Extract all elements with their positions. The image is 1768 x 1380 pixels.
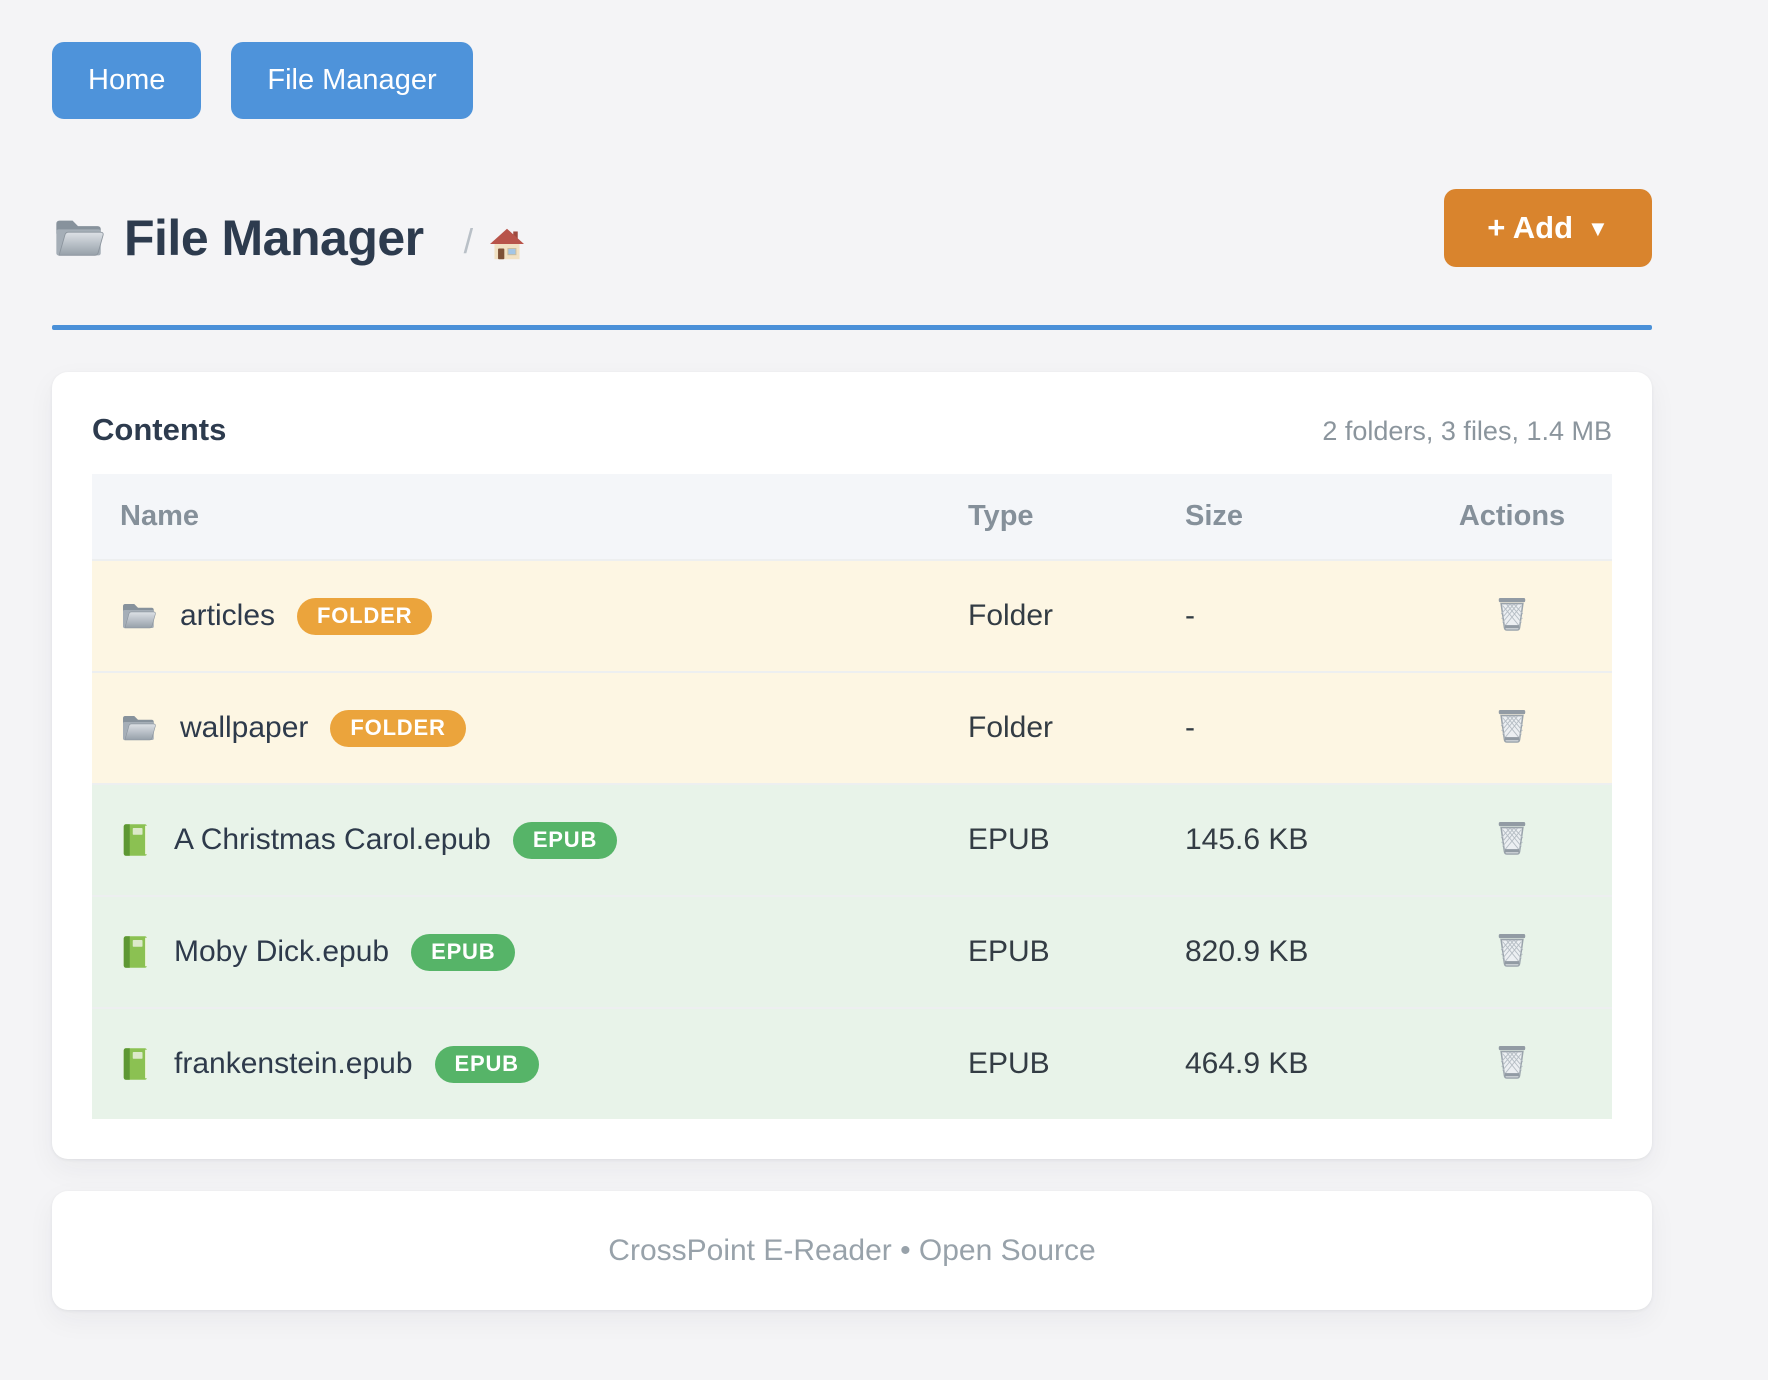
table-row: wallpaper FOLDER Folder -	[92, 671, 1612, 783]
type-cell: Folder	[968, 599, 1054, 632]
size-cell: -	[1185, 599, 1195, 632]
type-cell: Folder	[968, 711, 1054, 744]
file-name[interactable]: A Christmas Carol.epub	[174, 823, 491, 856]
folder-badge: FOLDER	[297, 597, 433, 635]
contents-card: Contents 2 folders, 3 files, 1.4 MB Name…	[52, 372, 1652, 1159]
table-row: articles FOLDER Folder -	[92, 559, 1612, 671]
file-name[interactable]: wallpaper	[180, 711, 309, 744]
footer-card: CrossPoint E-Reader • Open Source	[52, 1191, 1652, 1310]
epub-badge: EPUB	[434, 1045, 539, 1083]
folder-icon	[52, 215, 104, 261]
file-name[interactable]: articles	[180, 599, 276, 632]
book-icon	[120, 822, 150, 858]
breadcrumb-separator: /	[463, 222, 474, 261]
type-cell: EPUB	[968, 1047, 1050, 1080]
size-cell: 145.6 KB	[1185, 823, 1309, 856]
type-cell: EPUB	[968, 935, 1050, 968]
folder-icon	[120, 600, 156, 632]
house-icon[interactable]	[489, 227, 525, 261]
add-button[interactable]: + Add ▼	[1444, 189, 1652, 267]
epub-badge: EPUB	[411, 933, 516, 971]
size-cell: 464.9 KB	[1185, 1047, 1309, 1080]
folder-badge: FOLDER	[330, 709, 466, 747]
contents-summary: 2 folders, 3 files, 1.4 MB	[1322, 416, 1612, 446]
file-name[interactable]: frankenstein.epub	[174, 1047, 413, 1080]
table-row: A Christmas Carol.epub EPUB EPUB 145.6 K…	[92, 783, 1612, 895]
book-icon	[120, 1046, 150, 1082]
column-header-name: Name	[120, 500, 199, 532]
book-icon	[120, 934, 150, 970]
page-title: File Manager	[124, 210, 424, 266]
delete-button[interactable]	[1491, 592, 1533, 636]
add-button-label: + Add	[1487, 210, 1574, 245]
size-cell: 820.9 KB	[1185, 935, 1309, 968]
table-header: Name Type Size Actions	[92, 474, 1612, 559]
page: Home File Manager File Manager /	[52, 0, 1652, 1310]
column-header-type: Type	[968, 500, 1034, 532]
contents-heading: Contents	[92, 412, 227, 447]
type-cell: EPUB	[968, 823, 1050, 856]
size-cell: -	[1185, 711, 1195, 744]
epub-badge: EPUB	[512, 821, 618, 859]
title-wrap: File Manager /	[52, 209, 525, 267]
column-header-actions: Actions	[1458, 500, 1566, 532]
footer-text: CrossPoint E-Reader • Open Source	[608, 1233, 1096, 1267]
page-header: File Manager / + Add ▼	[52, 189, 1652, 267]
header-divider	[52, 325, 1652, 330]
delete-button[interactable]	[1491, 928, 1533, 972]
file-name[interactable]: Moby Dick.epub	[174, 935, 390, 968]
delete-button[interactable]	[1491, 1040, 1533, 1084]
delete-button[interactable]	[1491, 816, 1533, 860]
home-button[interactable]: Home	[52, 42, 202, 119]
card-head: Contents 2 folders, 3 files, 1.4 MB	[92, 412, 1612, 448]
table-row: frankenstein.epub EPUB EPUB 464.9 KB	[92, 1007, 1612, 1119]
caret-down-icon: ▼	[1587, 216, 1609, 241]
file-table: Name Type Size Actions articles	[92, 474, 1612, 1119]
folder-icon	[120, 712, 156, 744]
top-nav: Home File Manager	[52, 0, 1652, 119]
table-row: Moby Dick.epub EPUB EPUB 820.9 KB	[92, 895, 1612, 1007]
delete-button[interactable]	[1491, 704, 1533, 748]
column-header-size: Size	[1185, 500, 1244, 532]
file-manager-button[interactable]: File Manager	[231, 42, 473, 119]
